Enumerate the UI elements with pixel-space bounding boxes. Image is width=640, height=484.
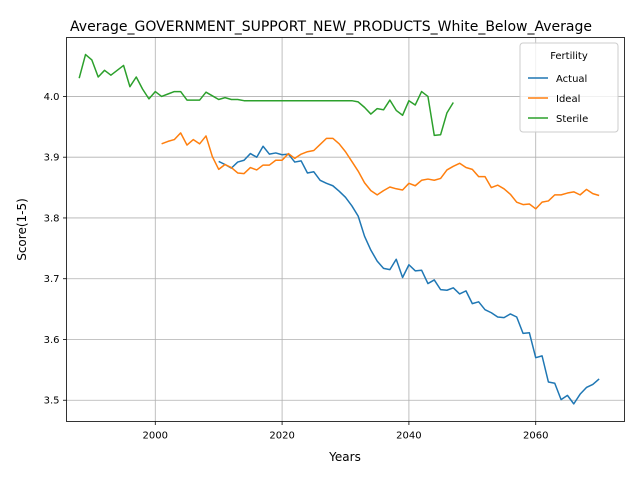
y-tick-label: 3.7 (44, 274, 60, 285)
y-tick-label: 3.9 (44, 153, 60, 164)
series-line-sterile (79, 55, 453, 136)
series-line-ideal (162, 133, 600, 209)
y-tick-label: 3.8 (44, 213, 60, 224)
y-tick-label: 3.5 (44, 396, 60, 407)
y-axis-label: Score(1-5) (15, 198, 29, 261)
x-tick-label: 2040 (396, 431, 421, 442)
legend: Fertility Actual Ideal Sterile (520, 43, 618, 132)
legend-title: Fertility (550, 51, 588, 62)
legend-label-actual: Actual (556, 74, 587, 85)
axes: 2000 2020 2040 2060 3.5 3.6 3.7 3.8 3.9 4.0 (44, 92, 549, 442)
x-axis-label: Years (328, 450, 361, 464)
x-tick-label: 2060 (523, 431, 548, 442)
legend-label-ideal: Ideal (556, 94, 580, 105)
x-tick-label: 2000 (143, 431, 168, 442)
y-tick-label: 3.6 (44, 335, 60, 346)
x-tick-label: 2020 (269, 431, 294, 442)
chart-title: Average_GOVERNMENT_SUPPORT_NEW_PRODUCTS_… (70, 19, 592, 35)
legend-label-sterile: Sterile (556, 114, 588, 125)
y-tick-label: 4.0 (44, 92, 60, 103)
